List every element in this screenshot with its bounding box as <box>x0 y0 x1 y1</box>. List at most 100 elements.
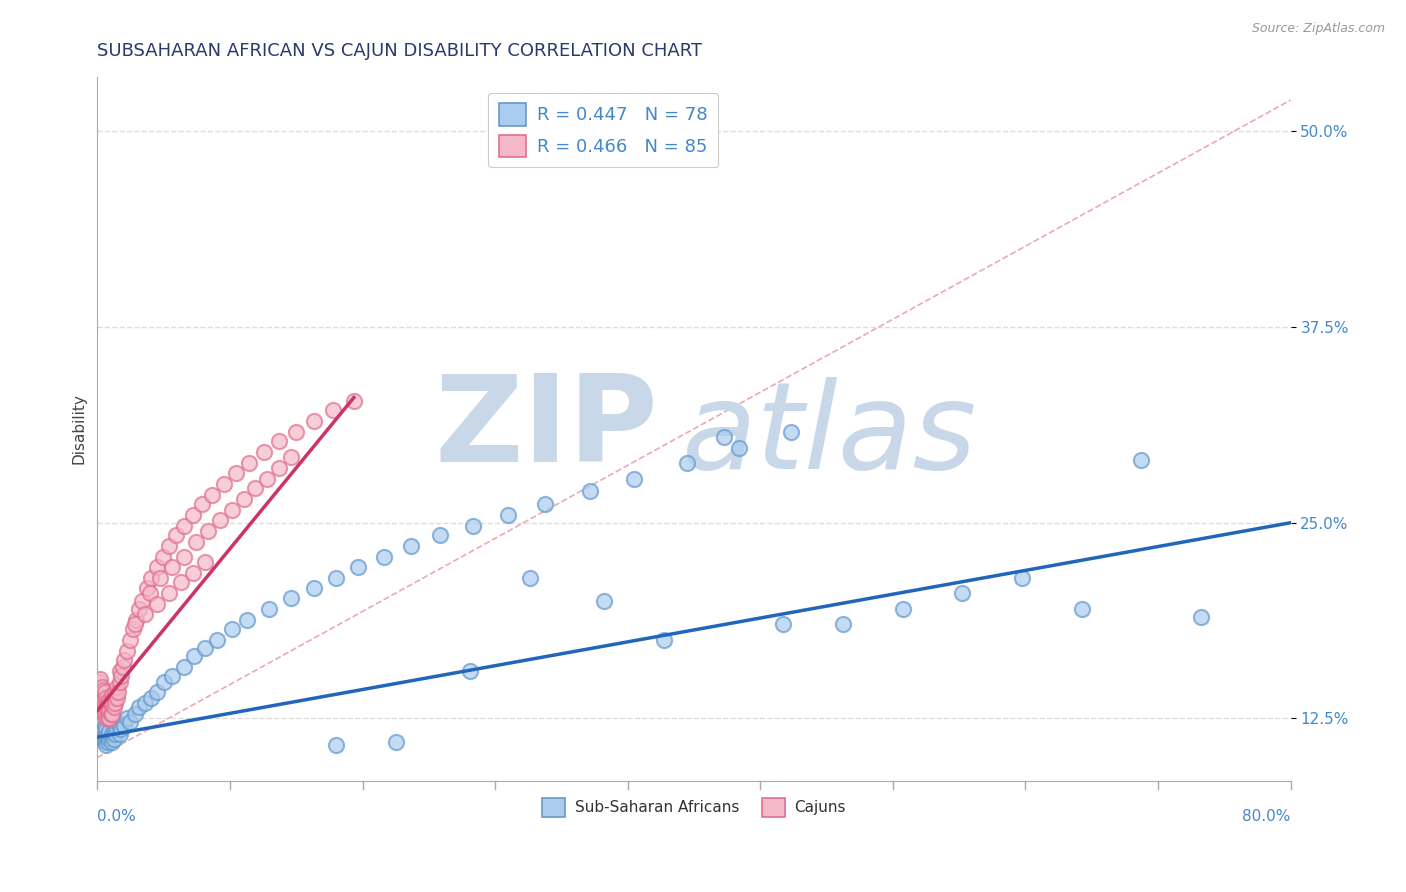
Y-axis label: Disability: Disability <box>72 393 86 464</box>
Point <box>134 696 156 710</box>
Point <box>269 461 291 475</box>
Point <box>111 659 134 673</box>
Point <box>212 476 235 491</box>
Text: 0.0%: 0.0% <box>97 809 136 824</box>
Point <box>280 450 302 464</box>
Point <box>149 570 172 584</box>
Point <box>107 716 129 731</box>
Point <box>170 575 193 590</box>
Point <box>97 735 120 749</box>
Point <box>87 704 110 718</box>
Point <box>194 555 217 569</box>
Point <box>87 688 110 702</box>
Point <box>173 550 195 565</box>
Point <box>280 591 302 605</box>
Point <box>1130 453 1153 467</box>
Point <box>91 683 114 698</box>
Point <box>832 617 855 632</box>
Point <box>101 706 124 721</box>
Point <box>578 484 600 499</box>
Point <box>90 727 112 741</box>
Point <box>98 694 121 708</box>
Point <box>772 617 794 632</box>
Point <box>90 719 112 733</box>
Point <box>675 456 697 470</box>
Point <box>173 659 195 673</box>
Point <box>100 696 122 710</box>
Point <box>160 669 183 683</box>
Point <box>112 653 135 667</box>
Point <box>325 738 347 752</box>
Point <box>94 735 117 749</box>
Point <box>103 731 125 746</box>
Point <box>108 675 131 690</box>
Point <box>105 691 128 706</box>
Point <box>108 665 131 679</box>
Point <box>112 719 135 733</box>
Point <box>122 622 145 636</box>
Point <box>91 731 114 746</box>
Point <box>96 700 118 714</box>
Point <box>727 441 749 455</box>
Point <box>181 566 204 580</box>
Point <box>89 672 111 686</box>
Point <box>91 694 114 708</box>
Point <box>343 393 366 408</box>
Point <box>533 497 555 511</box>
Point <box>139 691 162 706</box>
Point <box>284 425 307 439</box>
Point <box>780 425 803 439</box>
Point <box>652 633 675 648</box>
Point <box>105 723 128 737</box>
Point <box>90 700 112 714</box>
Point <box>245 481 267 495</box>
Point <box>91 723 114 737</box>
Point <box>89 723 111 737</box>
Point <box>208 513 231 527</box>
Point <box>373 550 395 565</box>
Point <box>302 582 325 596</box>
Point <box>103 691 125 706</box>
Point <box>399 539 422 553</box>
Point <box>101 727 124 741</box>
Point <box>322 403 344 417</box>
Point <box>94 685 117 699</box>
Point <box>146 597 169 611</box>
Point <box>97 694 120 708</box>
Text: Source: ZipAtlas.com: Source: ZipAtlas.com <box>1251 22 1385 36</box>
Point <box>96 691 118 706</box>
Point <box>165 528 187 542</box>
Point <box>157 586 180 600</box>
Point <box>190 497 212 511</box>
Point <box>325 570 347 584</box>
Point <box>105 680 128 694</box>
Point <box>101 735 124 749</box>
Point <box>157 539 180 553</box>
Point <box>593 594 616 608</box>
Point <box>94 696 117 710</box>
Point <box>104 727 127 741</box>
Point <box>108 719 131 733</box>
Point <box>347 559 370 574</box>
Point <box>120 633 142 648</box>
Point <box>221 622 243 636</box>
Point <box>496 508 519 522</box>
Point <box>96 738 118 752</box>
Point <box>115 711 138 725</box>
Point <box>101 688 124 702</box>
Point <box>232 492 254 507</box>
Point <box>120 714 142 729</box>
Point <box>146 559 169 574</box>
Point <box>302 414 325 428</box>
Point <box>1011 570 1033 584</box>
Point <box>891 602 914 616</box>
Point <box>1070 602 1092 616</box>
Point <box>91 704 114 718</box>
Point <box>97 711 120 725</box>
Point <box>98 711 121 725</box>
Text: 80.0%: 80.0% <box>1243 809 1291 824</box>
Text: atlas: atlas <box>682 377 977 494</box>
Point <box>96 730 118 744</box>
Point <box>1189 609 1212 624</box>
Point <box>205 633 228 648</box>
